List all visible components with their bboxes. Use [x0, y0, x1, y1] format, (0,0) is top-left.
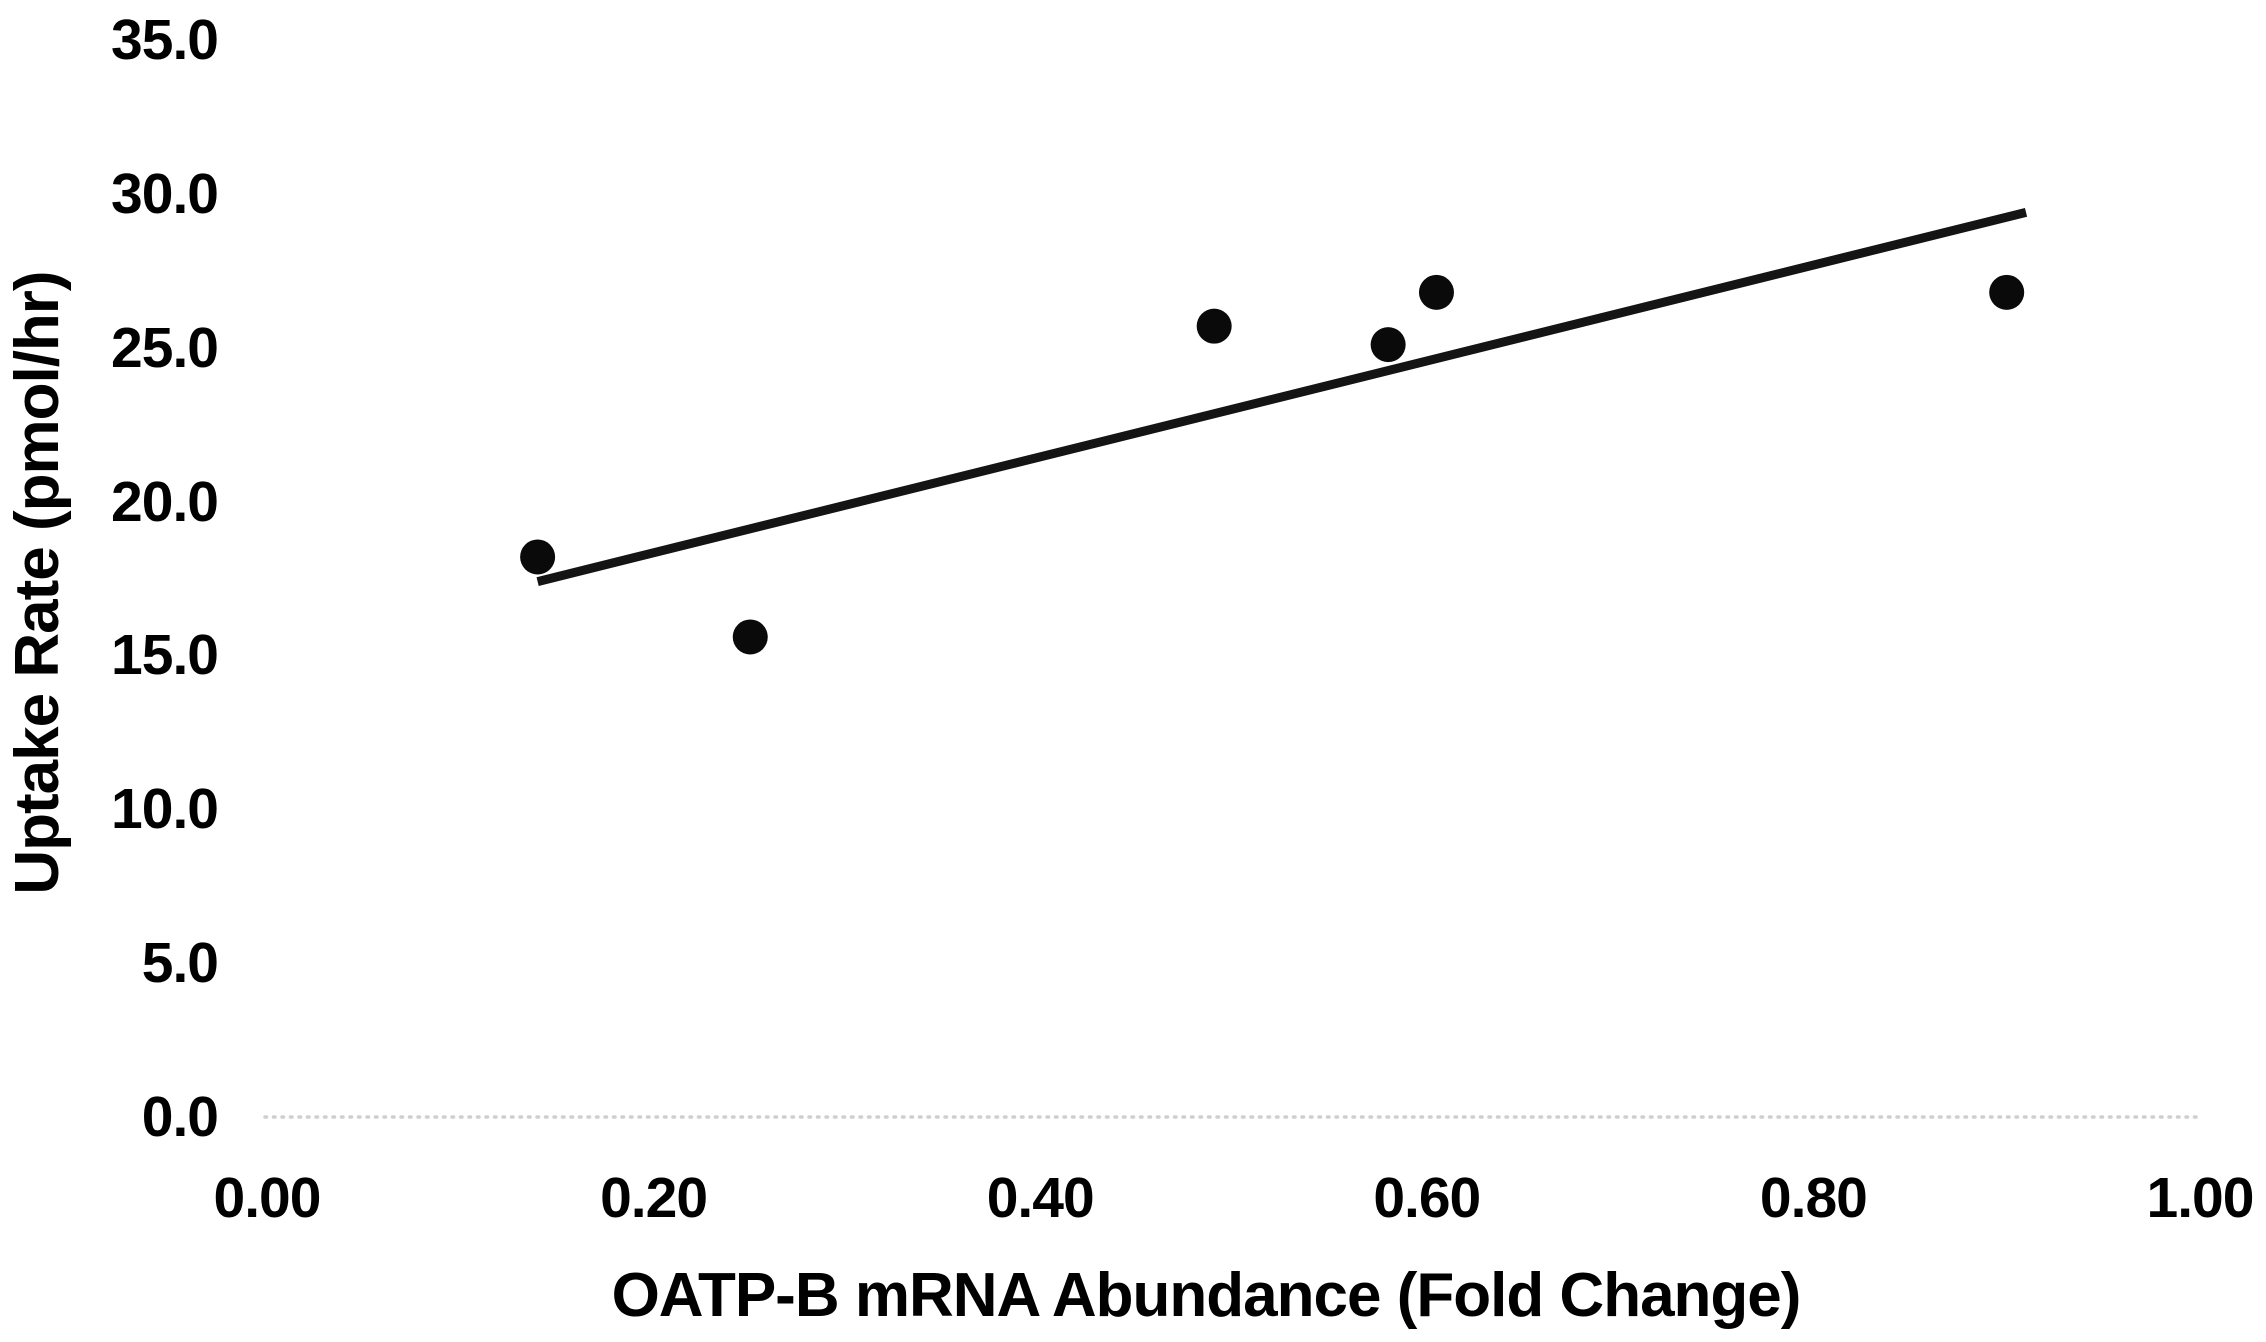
data-point: [1196, 308, 1232, 344]
x-tick-label: 0.20: [600, 1166, 708, 1230]
x-tick-label: 0.60: [1373, 1166, 1481, 1230]
linear-trend-line: [536, 207, 2028, 586]
x-tick-label: 0.00: [213, 1166, 322, 1230]
data-point: [1418, 274, 1454, 310]
y-tick-label: 35.0: [111, 8, 219, 72]
y-axis-title: Uptake Rate (pmol/hr): [3, 271, 72, 895]
y-tick-label: 10.0: [111, 777, 219, 842]
data-point: [1370, 327, 1406, 363]
y-tick-label: 15.0: [111, 623, 219, 688]
data-point: [732, 619, 768, 655]
x-axis-title: OATP-B mRNA Abundance (Fold Change): [611, 1261, 1802, 1330]
x-tick-label: 1.00: [2146, 1166, 2255, 1230]
data-point: [520, 539, 556, 575]
y-tick-label: 30.0: [111, 161, 219, 226]
y-tick-label: 20.0: [111, 469, 219, 534]
x-tick-label: 0.40: [986, 1166, 1095, 1230]
y-tick-label: 5.0: [141, 931, 219, 996]
y-tick-label: 0.0: [141, 1085, 219, 1149]
x-tick-label: 0.80: [1759, 1166, 1868, 1230]
data-point: [1989, 274, 2025, 310]
y-tick-label: 25.0: [111, 315, 219, 380]
